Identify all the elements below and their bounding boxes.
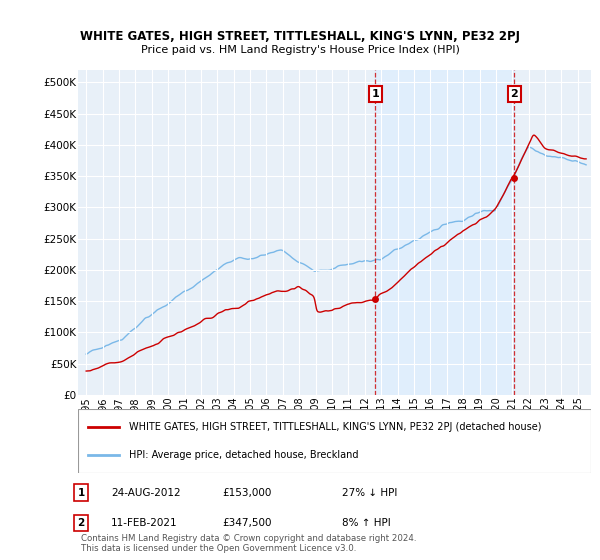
Text: Contains HM Land Registry data © Crown copyright and database right 2024.
This d: Contains HM Land Registry data © Crown c… [81, 534, 416, 553]
Text: 8% ↑ HPI: 8% ↑ HPI [342, 519, 391, 528]
Text: WHITE GATES, HIGH STREET, TITTLESHALL, KING'S LYNN, PE32 2PJ: WHITE GATES, HIGH STREET, TITTLESHALL, K… [80, 30, 520, 43]
Text: 11-FEB-2021: 11-FEB-2021 [111, 519, 178, 528]
Point [509, 173, 519, 182]
Text: HPI: Average price, detached house, Breckland: HPI: Average price, detached house, Brec… [130, 450, 359, 460]
Bar [376, 70, 514, 395]
Text: 2: 2 [511, 88, 518, 99]
Text: Price paid vs. HM Land Registry's House Price Index (HPI): Price paid vs. HM Land Registry's House … [140, 45, 460, 55]
Text: 1: 1 [371, 88, 379, 99]
Text: 24-AUG-2012: 24-AUG-2012 [111, 488, 181, 497]
FancyBboxPatch shape [78, 409, 591, 473]
Text: WHITE GATES, HIGH STREET, TITTLESHALL, KING'S LYNN, PE32 2PJ (detached house): WHITE GATES, HIGH STREET, TITTLESHALL, K… [130, 422, 542, 432]
Text: £347,500: £347,500 [222, 519, 271, 528]
Text: 27% ↓ HPI: 27% ↓ HPI [342, 488, 397, 497]
Text: 1: 1 [77, 488, 85, 497]
Point [371, 295, 380, 304]
Text: £153,000: £153,000 [222, 488, 271, 497]
Text: 2: 2 [77, 519, 85, 528]
